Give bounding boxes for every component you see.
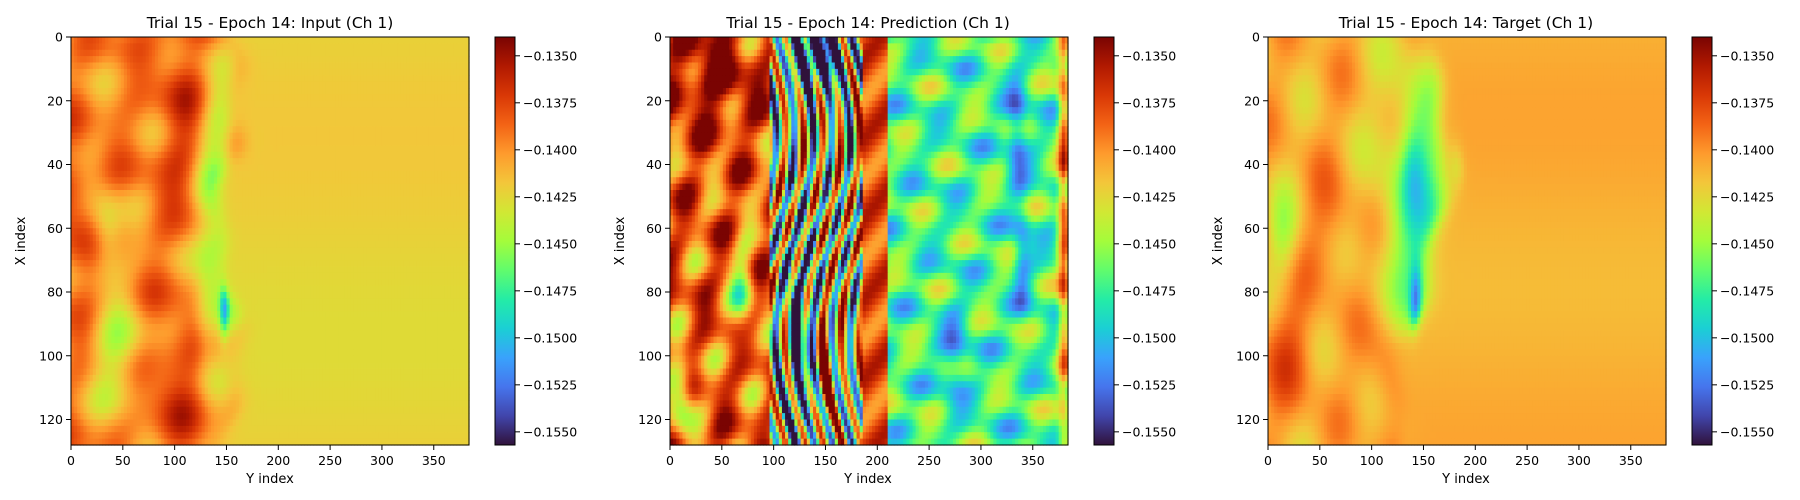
heatmap <box>71 37 470 446</box>
panel-input: Trial 15 - Epoch 14: Input (Ch 1) 0 50 100… <box>14 14 577 487</box>
chart-title: Trial 15 - Epoch 14: Input (Ch 1) <box>146 14 394 32</box>
